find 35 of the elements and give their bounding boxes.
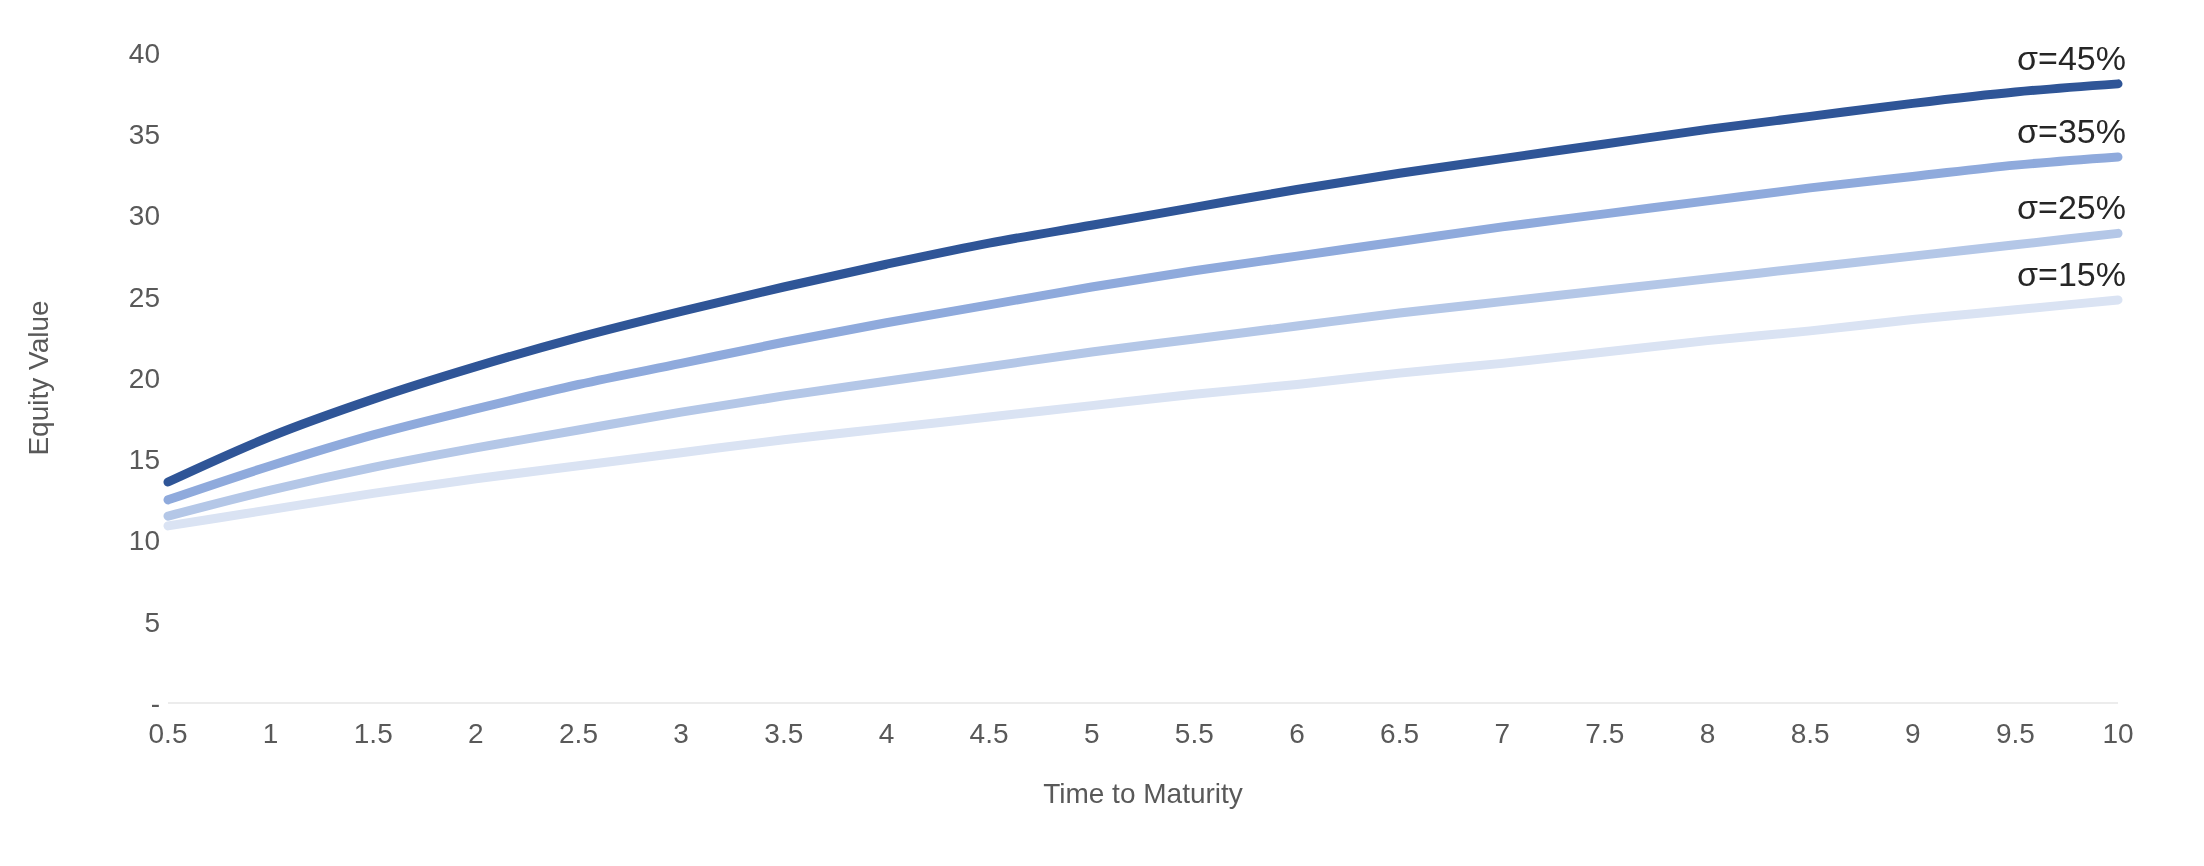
y-tick-label: 35 [128, 119, 160, 151]
x-tick-label: 3.5 [764, 717, 804, 749]
series-label: σ=45% [2017, 38, 2126, 77]
series-label: σ=35% [2017, 112, 2126, 150]
x-axis-title: Time to Maturity [1043, 778, 1243, 809]
series-label: σ=15% [2017, 255, 2126, 293]
x-tick-label: 5 [1083, 717, 1100, 749]
x-tick-label: 0.5 [148, 717, 188, 749]
x-tick-label: 3 [673, 717, 689, 749]
x-tick-label: 8 [1699, 717, 1716, 749]
x-tick-label: 8.5 [1790, 717, 1830, 749]
series-label: σ=25% [2017, 188, 2126, 227]
y-tick-label: 10 [128, 525, 160, 557]
y-tick-label: 20 [128, 362, 160, 394]
x-tick-label: 1.5 [353, 717, 393, 749]
x-tick-label: 5.5 [1174, 717, 1214, 749]
y-tick-label: 25 [128, 281, 160, 313]
x-tick-label: 4.5 [969, 717, 1009, 749]
x-tick-label: 10 [2102, 717, 2134, 749]
x-tick-label: 4 [878, 717, 895, 749]
x-tick-label: 6 [1289, 717, 1305, 749]
x-tick-label: 1 [262, 717, 279, 749]
x-tick-label: 9 [1904, 717, 1921, 749]
x-tick-label: 7.5 [1585, 717, 1625, 749]
y-axis-title: Equity Value [22, 300, 54, 456]
x-tick-label: 9.5 [1995, 717, 2035, 749]
x-tick-label: 2 [468, 717, 484, 749]
x-tick-label: 6.5 [1380, 717, 1420, 749]
y-tick-label: 40 [128, 37, 160, 69]
y-tick-label: 5 [144, 606, 160, 638]
x-tick-label: 7 [1494, 717, 1510, 749]
x-tick-label: 2.5 [559, 717, 598, 749]
y-tick-label: 30 [128, 200, 160, 232]
y-tick-label: - [150, 687, 160, 719]
y-tick-label: 15 [128, 444, 160, 476]
